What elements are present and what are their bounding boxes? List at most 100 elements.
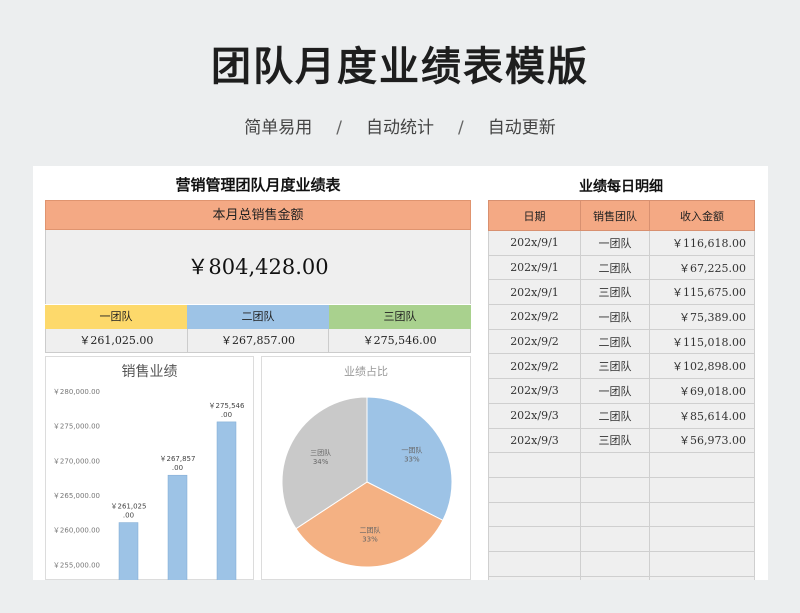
- cell-date[interactable]: 202x/9/1: [488, 230, 581, 256]
- cell-date[interactable]: 202x/9/2: [488, 328, 581, 355]
- pie-slice: [295, 481, 444, 568]
- cell-amount[interactable]: ￥115,675.00: [649, 279, 755, 306]
- separator: /: [458, 118, 464, 138]
- y-tick-label: ￥255,000.00: [53, 561, 100, 569]
- cell-date[interactable]: 202x/9/2: [488, 304, 581, 330]
- pie-percent-label: 33%: [404, 455, 420, 463]
- cell-amount[interactable]: [649, 575, 755, 580]
- column-header-date: 日期: [488, 200, 581, 231]
- bar-data-label: ￥275,546: [209, 402, 245, 410]
- cell-team[interactable]: 二团队: [580, 254, 650, 281]
- bar-chart-canvas: ￥255,000.00 ￥260,000.00 ￥265,000.00 ￥270,00…: [53, 388, 245, 580]
- cell-amount[interactable]: ￥67,225.00: [649, 254, 755, 281]
- bar: [216, 421, 237, 580]
- cell-date[interactable]: [488, 501, 581, 528]
- table-row: [488, 550, 755, 577]
- feature-tagline: 简单易用 / 自动统计 / 自动更新: [0, 113, 800, 138]
- pie-slice-label: 三团队: [310, 448, 331, 457]
- pie-slice-label: 二团队: [359, 526, 380, 535]
- cell-date[interactable]: 202x/9/2: [488, 353, 581, 380]
- cell-amount[interactable]: ￥75,389.00: [649, 304, 755, 330]
- table-row: 202x/9/1 二团队 ￥67,225.00: [488, 254, 755, 281]
- cell-amount[interactable]: [649, 550, 755, 577]
- cell-amount[interactable]: ￥85,614.00: [649, 402, 755, 429]
- bar-data-label: .00: [123, 512, 134, 520]
- total-sales-label: 本月总销售金额: [45, 200, 471, 230]
- cell-team[interactable]: [580, 452, 650, 478]
- table-row: 202x/9/3 二团队 ￥85,614.00: [488, 402, 755, 429]
- table-row: [488, 575, 755, 580]
- cell-amount[interactable]: [649, 526, 755, 552]
- pie-chart-title: 业绩占比: [344, 365, 388, 378]
- cell-team[interactable]: 一团队: [580, 378, 650, 404]
- cell-date[interactable]: 202x/9/1: [488, 279, 581, 306]
- bar-data-label: ￥267,857: [160, 455, 196, 463]
- cell-amount[interactable]: ￥115,018.00: [649, 328, 755, 355]
- cell-team[interactable]: [580, 501, 650, 528]
- pie-slice: [281, 396, 368, 530]
- detail-title: 业绩每日明细: [579, 179, 663, 195]
- table-row: 202x/9/1 三团队 ￥115,675.00: [488, 279, 755, 306]
- cell-date[interactable]: [488, 526, 581, 552]
- y-tick-label: ￥260,000.00: [53, 527, 100, 535]
- team-header-row: 一团队 二团队 三团队: [45, 305, 471, 329]
- table-row: 202x/9/3 三团队 ￥56,973.00: [488, 427, 755, 454]
- cell-team[interactable]: 三团队: [580, 279, 650, 306]
- cell-amount[interactable]: ￥56,973.00: [649, 427, 755, 454]
- feature-item: 自动统计: [366, 118, 434, 138]
- pie-slice-label: 一团队: [401, 445, 422, 454]
- column-header-team: 销售团队: [580, 200, 650, 231]
- summary-title: 营销管理团队月度业绩表: [175, 176, 341, 194]
- pie-slice: [366, 396, 453, 522]
- cell-team[interactable]: [580, 476, 650, 503]
- table-row: 202x/9/2 三团队 ￥102,898.00: [488, 353, 755, 380]
- cell-team[interactable]: 一团队: [580, 304, 650, 330]
- cell-team[interactable]: 二团队: [580, 402, 650, 429]
- table-row: [488, 526, 755, 552]
- detail-table: 日期 销售团队 收入金额 202x/9/1 一团队 ￥116,618.00 202x/…: [488, 200, 755, 580]
- table-row: [488, 476, 755, 503]
- cell-date[interactable]: [488, 550, 581, 577]
- cell-team[interactable]: [580, 526, 650, 552]
- pie-chart: 业绩占比 一团队 33% 二团队 33% 三团队 34%: [261, 356, 471, 580]
- cell-date[interactable]: 202x/9/3: [488, 402, 581, 429]
- cell-date[interactable]: [488, 476, 581, 503]
- page-title: 团队月度业绩表模版: [211, 44, 589, 90]
- team-value-cell: ￥267,857.00: [188, 329, 330, 352]
- cell-team[interactable]: 一团队: [580, 230, 650, 256]
- cell-team[interactable]: 三团队: [580, 353, 650, 380]
- bar-data-label: .00: [172, 464, 183, 472]
- cell-amount[interactable]: [649, 476, 755, 503]
- bar: [118, 522, 139, 580]
- y-tick-label: ￥280,000.00: [53, 388, 100, 396]
- feature-item: 自动更新: [487, 118, 556, 138]
- cell-date[interactable]: 202x/9/3: [488, 427, 581, 454]
- separator: /: [336, 118, 342, 138]
- cell-team[interactable]: 二团队: [580, 328, 650, 355]
- cell-team[interactable]: [580, 550, 650, 577]
- cell-date[interactable]: [488, 575, 581, 580]
- team-name-cell: 三团队: [329, 305, 471, 329]
- cell-amount[interactable]: ￥102,898.00: [649, 353, 755, 380]
- cell-amount[interactable]: ￥69,018.00: [649, 378, 755, 404]
- table-row: [488, 501, 755, 528]
- cell-team[interactable]: 三团队: [580, 427, 650, 454]
- bar-data-label: .00: [221, 411, 232, 419]
- cell-date[interactable]: 202x/9/3: [488, 378, 581, 404]
- table-row: 202x/9/1 一团队 ￥116,618.00: [488, 230, 755, 256]
- cell-amount[interactable]: ￥116,618.00: [649, 230, 755, 256]
- bar: [167, 474, 188, 580]
- bar-data-label: ￥261,025: [111, 503, 147, 511]
- y-tick-label: ￥265,000.00: [53, 492, 100, 500]
- cell-date[interactable]: 202x/9/1: [488, 254, 581, 281]
- column-header-amount: 收入金额: [649, 200, 755, 231]
- bar-chart-title: 销售业绩: [121, 364, 178, 380]
- cell-amount[interactable]: [649, 501, 755, 528]
- cell-amount[interactable]: [649, 452, 755, 478]
- y-tick-label: ￥275,000.00: [53, 423, 100, 431]
- pie-percent-label: 33%: [362, 536, 378, 544]
- cell-date[interactable]: [488, 452, 581, 478]
- table-row: 202x/9/3 一团队 ￥69,018.00: [488, 378, 755, 404]
- cell-team[interactable]: [580, 575, 650, 580]
